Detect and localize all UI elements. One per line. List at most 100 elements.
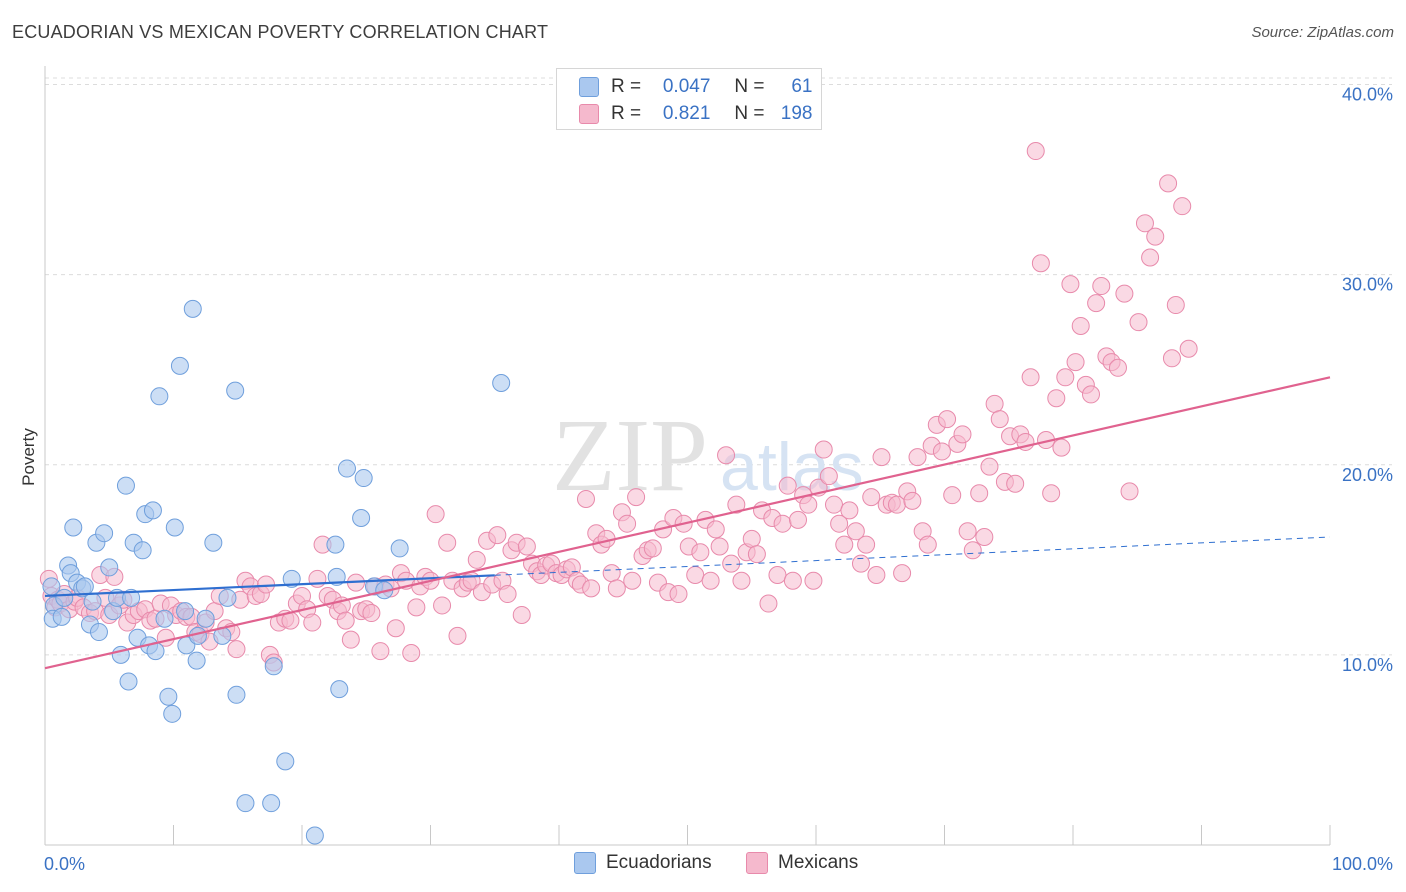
mexicans-point bbox=[830, 514, 849, 533]
ecuadorians-point bbox=[262, 794, 281, 813]
gridlines bbox=[45, 77, 1392, 656]
mexicans-point bbox=[747, 545, 766, 564]
mexicans-point bbox=[872, 448, 891, 467]
ecuadorians-point bbox=[150, 387, 169, 406]
mexicans-point bbox=[1129, 313, 1148, 332]
mexicans-point bbox=[686, 566, 705, 585]
mexicans-point bbox=[1159, 174, 1178, 193]
ecuadorians-point bbox=[354, 469, 373, 488]
y-tick-label: 30.0% bbox=[1342, 275, 1393, 295]
mexicans-point bbox=[1042, 484, 1061, 503]
x-tick-label-min: 0.0% bbox=[44, 854, 85, 874]
mexicans-point bbox=[1087, 294, 1106, 313]
mexicans-point bbox=[908, 448, 927, 467]
mexicans-point bbox=[893, 564, 912, 583]
ecuadorians-point bbox=[116, 476, 135, 495]
mexicans-point bbox=[742, 529, 761, 548]
mexicans-point bbox=[903, 491, 922, 510]
mexicans-point bbox=[970, 484, 989, 503]
ecuadorians-legend-swatch bbox=[574, 852, 596, 874]
ecuadorians-point bbox=[282, 569, 301, 588]
mexicans-point bbox=[1120, 482, 1139, 501]
ecuadorians-point bbox=[95, 524, 114, 543]
ecuadorians-point bbox=[133, 541, 152, 560]
mexicans-point bbox=[783, 571, 802, 590]
mexicans-point bbox=[362, 604, 381, 623]
legend-n-value: 61 bbox=[791, 76, 813, 97]
ecuadorians-point bbox=[119, 672, 138, 691]
mexicans-point bbox=[1115, 284, 1134, 303]
ecuadorians-point bbox=[330, 680, 349, 699]
trend-lines bbox=[44, 376, 1331, 670]
ecuadorians-point bbox=[176, 602, 195, 621]
mexicans-point bbox=[386, 619, 405, 638]
mexicans-point bbox=[227, 640, 246, 659]
mexicans-point bbox=[1092, 277, 1111, 296]
bottom-legend-mexicans: Mexicans bbox=[746, 852, 858, 874]
mexicans-point bbox=[717, 446, 736, 465]
mexicans-point bbox=[1146, 227, 1165, 246]
ecuadorians-point bbox=[276, 752, 295, 771]
mexicans-point bbox=[938, 410, 957, 429]
mexicans-point bbox=[1052, 438, 1071, 457]
legend-row-ecuadorians: R = 0.047 N = 61 bbox=[579, 75, 813, 99]
mexicans-point bbox=[623, 571, 642, 590]
mexicans-point bbox=[958, 522, 977, 541]
ecuadorians-point bbox=[83, 592, 102, 611]
source-label: Source: ZipAtlas.com bbox=[1251, 24, 1394, 41]
legend-n-value: 198 bbox=[780, 103, 813, 124]
mexicans-point bbox=[773, 514, 792, 533]
legend-row-mexicans: R = 0.821 N = 198 bbox=[579, 102, 813, 126]
ecuadorians-point bbox=[326, 535, 345, 554]
mexicans-point bbox=[1162, 349, 1181, 368]
ecuadorians-point bbox=[218, 588, 237, 607]
ecuadorians-point bbox=[236, 794, 255, 813]
x-tick-label-max: 100.0% bbox=[1332, 854, 1393, 874]
mexicans-point bbox=[402, 643, 421, 662]
mexicans-point bbox=[980, 457, 999, 476]
mexicans-point bbox=[943, 486, 962, 505]
mexicans-point bbox=[407, 598, 426, 617]
ecuadorians-point bbox=[492, 374, 511, 392]
ecuadorians-point bbox=[100, 558, 119, 577]
ecuadorians-swatch bbox=[579, 77, 599, 97]
legend-n-label: N = bbox=[734, 76, 765, 97]
mexicans-legend-label: Mexicans bbox=[778, 852, 859, 873]
mexicans-point bbox=[426, 505, 445, 524]
mexicans-point bbox=[1047, 389, 1066, 408]
mexicans-point bbox=[438, 533, 457, 552]
mexicans-point bbox=[953, 425, 972, 444]
ecuadorians-point bbox=[264, 657, 283, 676]
legend-r-value: 0.047 bbox=[662, 76, 711, 97]
mexicans-point bbox=[1071, 316, 1090, 335]
mexicans-point bbox=[618, 514, 637, 533]
mexicans-point bbox=[846, 522, 865, 541]
mexicans-trend-line bbox=[44, 376, 1331, 670]
ecuadorians-point bbox=[187, 651, 206, 670]
mexicans-point bbox=[1006, 474, 1025, 493]
mexicans-point bbox=[851, 554, 870, 573]
ecuadorians-point bbox=[165, 518, 184, 537]
mexicans-point bbox=[857, 535, 876, 554]
ecuadorians-point bbox=[352, 508, 371, 527]
ecuadorians-point bbox=[75, 577, 94, 596]
mexicans-point bbox=[727, 495, 746, 514]
ecuadorians-point bbox=[55, 588, 74, 607]
mexicans-point bbox=[371, 642, 390, 661]
mexicans-point bbox=[691, 543, 710, 562]
ecuadorians-point bbox=[163, 704, 182, 723]
y-axis-label: Poverty bbox=[19, 428, 38, 486]
ecuadorians-point bbox=[64, 518, 83, 537]
mexicans-point bbox=[498, 585, 517, 604]
mexicans-point bbox=[1031, 254, 1050, 273]
stats-legend: R = 0.047 N = 61 R = 0.821 N = 198 bbox=[556, 68, 822, 130]
mexicans-point bbox=[669, 585, 688, 604]
ecuadorians-legend-label: Ecuadorians bbox=[606, 852, 712, 873]
mexicans-legend-swatch bbox=[746, 852, 768, 874]
mexicans-point bbox=[799, 495, 818, 514]
ecuadorians-point bbox=[390, 539, 409, 558]
mexicans-point bbox=[643, 539, 662, 558]
legend-r-label: R = bbox=[611, 76, 642, 97]
mexicans-point bbox=[862, 488, 881, 507]
